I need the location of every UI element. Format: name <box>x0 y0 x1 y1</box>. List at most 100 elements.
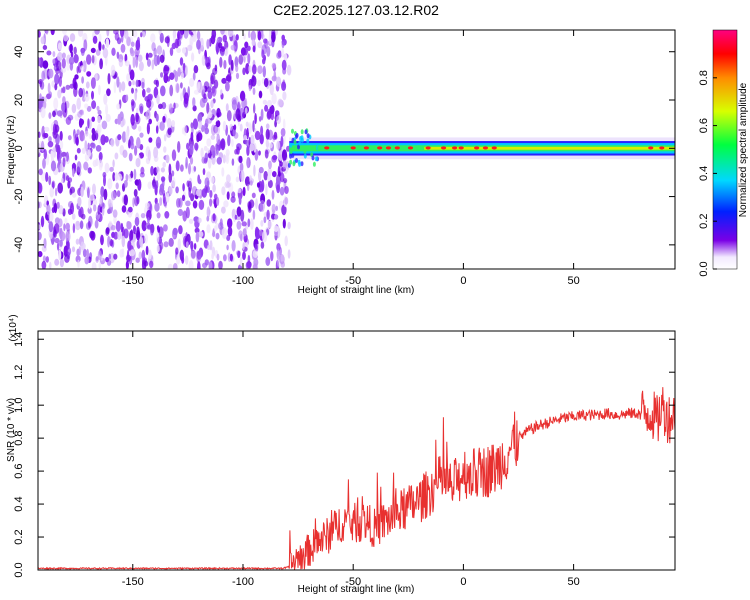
spectrogram-noise-cell <box>147 224 153 230</box>
spectrogram-noise-cell <box>251 75 257 87</box>
snr-y-tick-label: 1.2 <box>13 365 25 380</box>
spectrogram-noise-cell <box>261 49 265 59</box>
spectrogram-noise-cell <box>223 254 227 262</box>
spectrogram-noise-cell <box>153 146 159 159</box>
spectrogram-noise-cell <box>135 257 140 263</box>
spectrogram-noise-cell <box>109 239 114 247</box>
spectrogram-noise-cell <box>206 62 211 70</box>
spectrogram-noise-cell <box>271 189 275 200</box>
spectrogram-noise-cell <box>49 261 52 269</box>
spectrogram-noise-cell <box>194 142 199 151</box>
spectrogram-noise-cell <box>104 136 109 143</box>
spectrogram-noise-cell <box>96 105 100 111</box>
spectrogram-noise-cell <box>72 192 77 198</box>
spectrogram-noise-cell <box>84 93 90 102</box>
spectrogram-noise-cell <box>196 81 201 91</box>
spectrogram-noise-cell <box>224 48 228 57</box>
spectrogram-noise-cell <box>245 121 249 127</box>
spectrogram-noise-cell <box>229 123 233 131</box>
spectrogram-noise-cell <box>238 54 244 65</box>
spectrogram-noise-cell <box>168 237 174 247</box>
spectrogram-noise-cell <box>225 81 230 92</box>
spectrogram-noise-cell <box>115 220 121 232</box>
spectrogram-noise-cell <box>108 253 112 260</box>
spectrogram-noise-cell <box>48 212 54 222</box>
spectrogram-noise-cell <box>38 168 43 176</box>
spectrogram-noise-cell <box>227 218 233 229</box>
spectrogram-noise-cell <box>269 83 274 96</box>
spectrogram-noise-cell <box>98 151 103 161</box>
spectrogram-noise-cell <box>206 138 212 147</box>
spectrogram-noise-cell <box>160 176 166 183</box>
spectrogram-noise-cell <box>130 49 135 57</box>
signal-onset-cell <box>311 146 315 152</box>
spectrogram-noise-cell <box>245 62 250 75</box>
signal-onset-cell <box>300 129 304 135</box>
spectrogram-noise-cell <box>140 166 145 175</box>
spectrogram-noise-cell <box>215 232 220 240</box>
spectrogram-noise-cell <box>225 149 230 157</box>
spectrogram-noise-cell <box>137 54 143 62</box>
spectrogram-noise-cell <box>193 243 197 250</box>
spectrogram-noise-cell <box>186 142 190 150</box>
spectrogram-noise-cell <box>130 99 135 106</box>
spectrogram-noise-cell <box>79 220 84 230</box>
spectrogram-noise-cell <box>41 70 46 82</box>
spectrogram-noise-cell <box>207 90 213 100</box>
spectrogram-noise-cell <box>161 102 167 110</box>
spectrogram-noise-cell <box>216 112 220 118</box>
spectrogram-noise-cell <box>223 200 229 208</box>
signal-onset-cell <box>295 132 299 138</box>
spectrogram-noise-cell <box>91 100 97 110</box>
spectrogram-noise-cell <box>274 119 277 128</box>
spectrogram-noise-cell <box>276 114 282 125</box>
signal-band-core <box>424 146 675 150</box>
spectrogram-noise-cell <box>107 236 111 242</box>
spectrogram-noise-cell <box>185 206 190 219</box>
spectrogram-noise-cell <box>107 198 112 208</box>
spectrogram-noise-cell <box>52 147 56 153</box>
spectrogram-noise-cell <box>43 238 47 249</box>
spectrogram-noise-cell <box>165 154 170 164</box>
spectrogram-noise-cell <box>206 171 212 179</box>
spectrogram-noise-cell <box>166 37 170 48</box>
spectrogram-noise-cell <box>265 257 271 266</box>
spectrogram-noise-cell <box>189 77 195 87</box>
spectrogram-noise-cell <box>239 123 243 132</box>
signal-hot-spot <box>394 146 400 150</box>
spectrogram-noise-cell <box>106 30 110 37</box>
signal-hot-spot <box>491 146 497 150</box>
signal-onset-cell <box>303 153 307 159</box>
spectrogram-noise-cell <box>168 186 173 196</box>
spectrogram-noise-cell <box>235 72 240 80</box>
spectrogram-noise-cell <box>185 156 188 169</box>
spectrogram-noise-cell <box>257 41 263 49</box>
spectrogram-noise-cell <box>128 152 133 162</box>
spectrogram-noise-cell <box>276 140 281 150</box>
signal-onset-cell <box>291 128 294 134</box>
snr-y-tick-label: 0.2 <box>13 529 25 544</box>
spectrogram-noise-cell <box>206 224 211 234</box>
signal-onset-cell <box>312 161 316 167</box>
spectrogram-noise-cell <box>266 209 270 220</box>
signal-onset-cell <box>298 161 302 167</box>
spectrogram-noise-cell <box>61 178 64 184</box>
spectrogram-noise-cell <box>145 245 149 256</box>
spectrogram-noise-cell <box>68 56 75 65</box>
spectrogram-noise-cell <box>138 251 142 260</box>
spectrogram-noise-cell <box>141 220 147 232</box>
spectrogram-noise-cell <box>175 160 180 172</box>
spectrogram-noise-cell <box>187 180 192 192</box>
spectrogram-noise-cell <box>210 100 214 109</box>
spectrogram-noise-cell <box>196 189 202 197</box>
spectrogram-noise-cell <box>111 190 116 201</box>
spectrogram-noise-cell <box>231 240 236 252</box>
spectrogram-noise-cell <box>86 54 92 65</box>
spectrogram-noise-cell <box>66 175 70 182</box>
spectrogram-noise-cell <box>260 220 264 227</box>
spectrogram-noise-cell <box>100 234 104 246</box>
spectrogram-noise-cell <box>202 168 206 176</box>
spectrogram-noise-cell <box>244 107 248 114</box>
signal-onset-cell <box>289 142 293 148</box>
spectrogram-noise-cell <box>238 230 243 239</box>
